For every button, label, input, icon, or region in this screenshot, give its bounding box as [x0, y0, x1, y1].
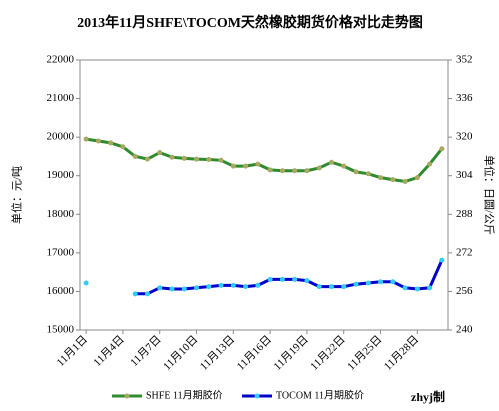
data-point [267, 167, 273, 173]
data-point [108, 140, 114, 146]
chart-title: 2013年11月SHFE\TOCOM天然橡胶期货价格对比走势图 [77, 14, 423, 31]
y2-tick-label: 304 [456, 169, 473, 181]
data-point [206, 284, 212, 290]
y-tick-label: 16000 [47, 285, 75, 297]
credit: zhyj制 [411, 389, 445, 404]
data-point [144, 156, 150, 162]
data-point [304, 168, 310, 174]
data-point [132, 291, 138, 297]
data-point [83, 280, 89, 286]
data-point [402, 285, 408, 291]
data-point [316, 284, 322, 290]
data-point [439, 146, 445, 152]
data-point [181, 155, 187, 161]
data-point [439, 257, 445, 263]
data-point [194, 285, 200, 291]
data-point [402, 179, 408, 184]
data-point [292, 276, 298, 282]
data-point [353, 169, 359, 175]
data-point [181, 286, 187, 292]
data-point [267, 276, 273, 282]
data-point [341, 163, 347, 169]
data-point [169, 286, 175, 292]
data-point [230, 282, 236, 288]
data-point [378, 175, 384, 181]
y2-tick-label: 256 [456, 285, 473, 297]
data-point [328, 284, 334, 290]
y-tick-label: 17000 [47, 246, 75, 258]
data-point [279, 168, 285, 174]
y2-axis-title: 单位：日圆/公斤 [482, 155, 496, 235]
y-tick-label: 20000 [47, 131, 75, 143]
data-point [218, 157, 224, 163]
data-point [157, 285, 163, 291]
data-point [255, 282, 261, 288]
data-point [132, 153, 138, 159]
data-point [390, 177, 396, 183]
data-point [427, 161, 433, 167]
data-point [169, 154, 175, 160]
legend-marker [254, 393, 260, 399]
y-tick-label: 21000 [47, 92, 75, 104]
data-point [206, 157, 212, 163]
data-point [292, 168, 298, 174]
legend-label: TOCOM 11月期胶价 [276, 388, 364, 401]
y2-tick-label: 240 [456, 324, 473, 336]
data-point [341, 284, 347, 290]
y2-tick-label: 272 [456, 246, 473, 258]
data-point [427, 285, 433, 291]
data-point [95, 138, 101, 144]
y-tick-label: 22000 [47, 54, 75, 66]
legend-label: SHFE 11月期胶价 [146, 388, 223, 401]
plot-frame [79, 59, 449, 331]
data-point [144, 291, 150, 297]
data-point [230, 163, 236, 169]
data-point [255, 161, 261, 167]
data-point [120, 144, 126, 150]
y-tick-label: 18000 [47, 208, 75, 220]
data-point [328, 159, 334, 165]
data-point [218, 282, 224, 288]
data-point [194, 156, 200, 162]
data-point [365, 280, 371, 286]
data-point [365, 171, 371, 177]
data-point [414, 286, 420, 292]
data-point [390, 279, 396, 285]
y2-tick-label: 288 [456, 208, 473, 220]
y2-tick-label: 320 [456, 131, 473, 143]
data-point [279, 276, 285, 282]
data-point [316, 165, 322, 171]
data-point [378, 279, 384, 285]
data-point [243, 284, 249, 290]
y2-tick-label: 352 [456, 54, 473, 66]
data-point [304, 278, 310, 284]
data-point [353, 281, 359, 287]
y2-tick-label: 336 [456, 92, 473, 104]
data-point [243, 163, 249, 169]
data-point [414, 175, 420, 181]
data-point [157, 150, 163, 156]
y-axis-title: 单位：元/吨 [10, 166, 24, 224]
legend-marker [124, 393, 130, 399]
data-point [83, 136, 89, 142]
y-tick-label: 19000 [47, 169, 75, 181]
y-tick-label: 15000 [47, 324, 75, 336]
